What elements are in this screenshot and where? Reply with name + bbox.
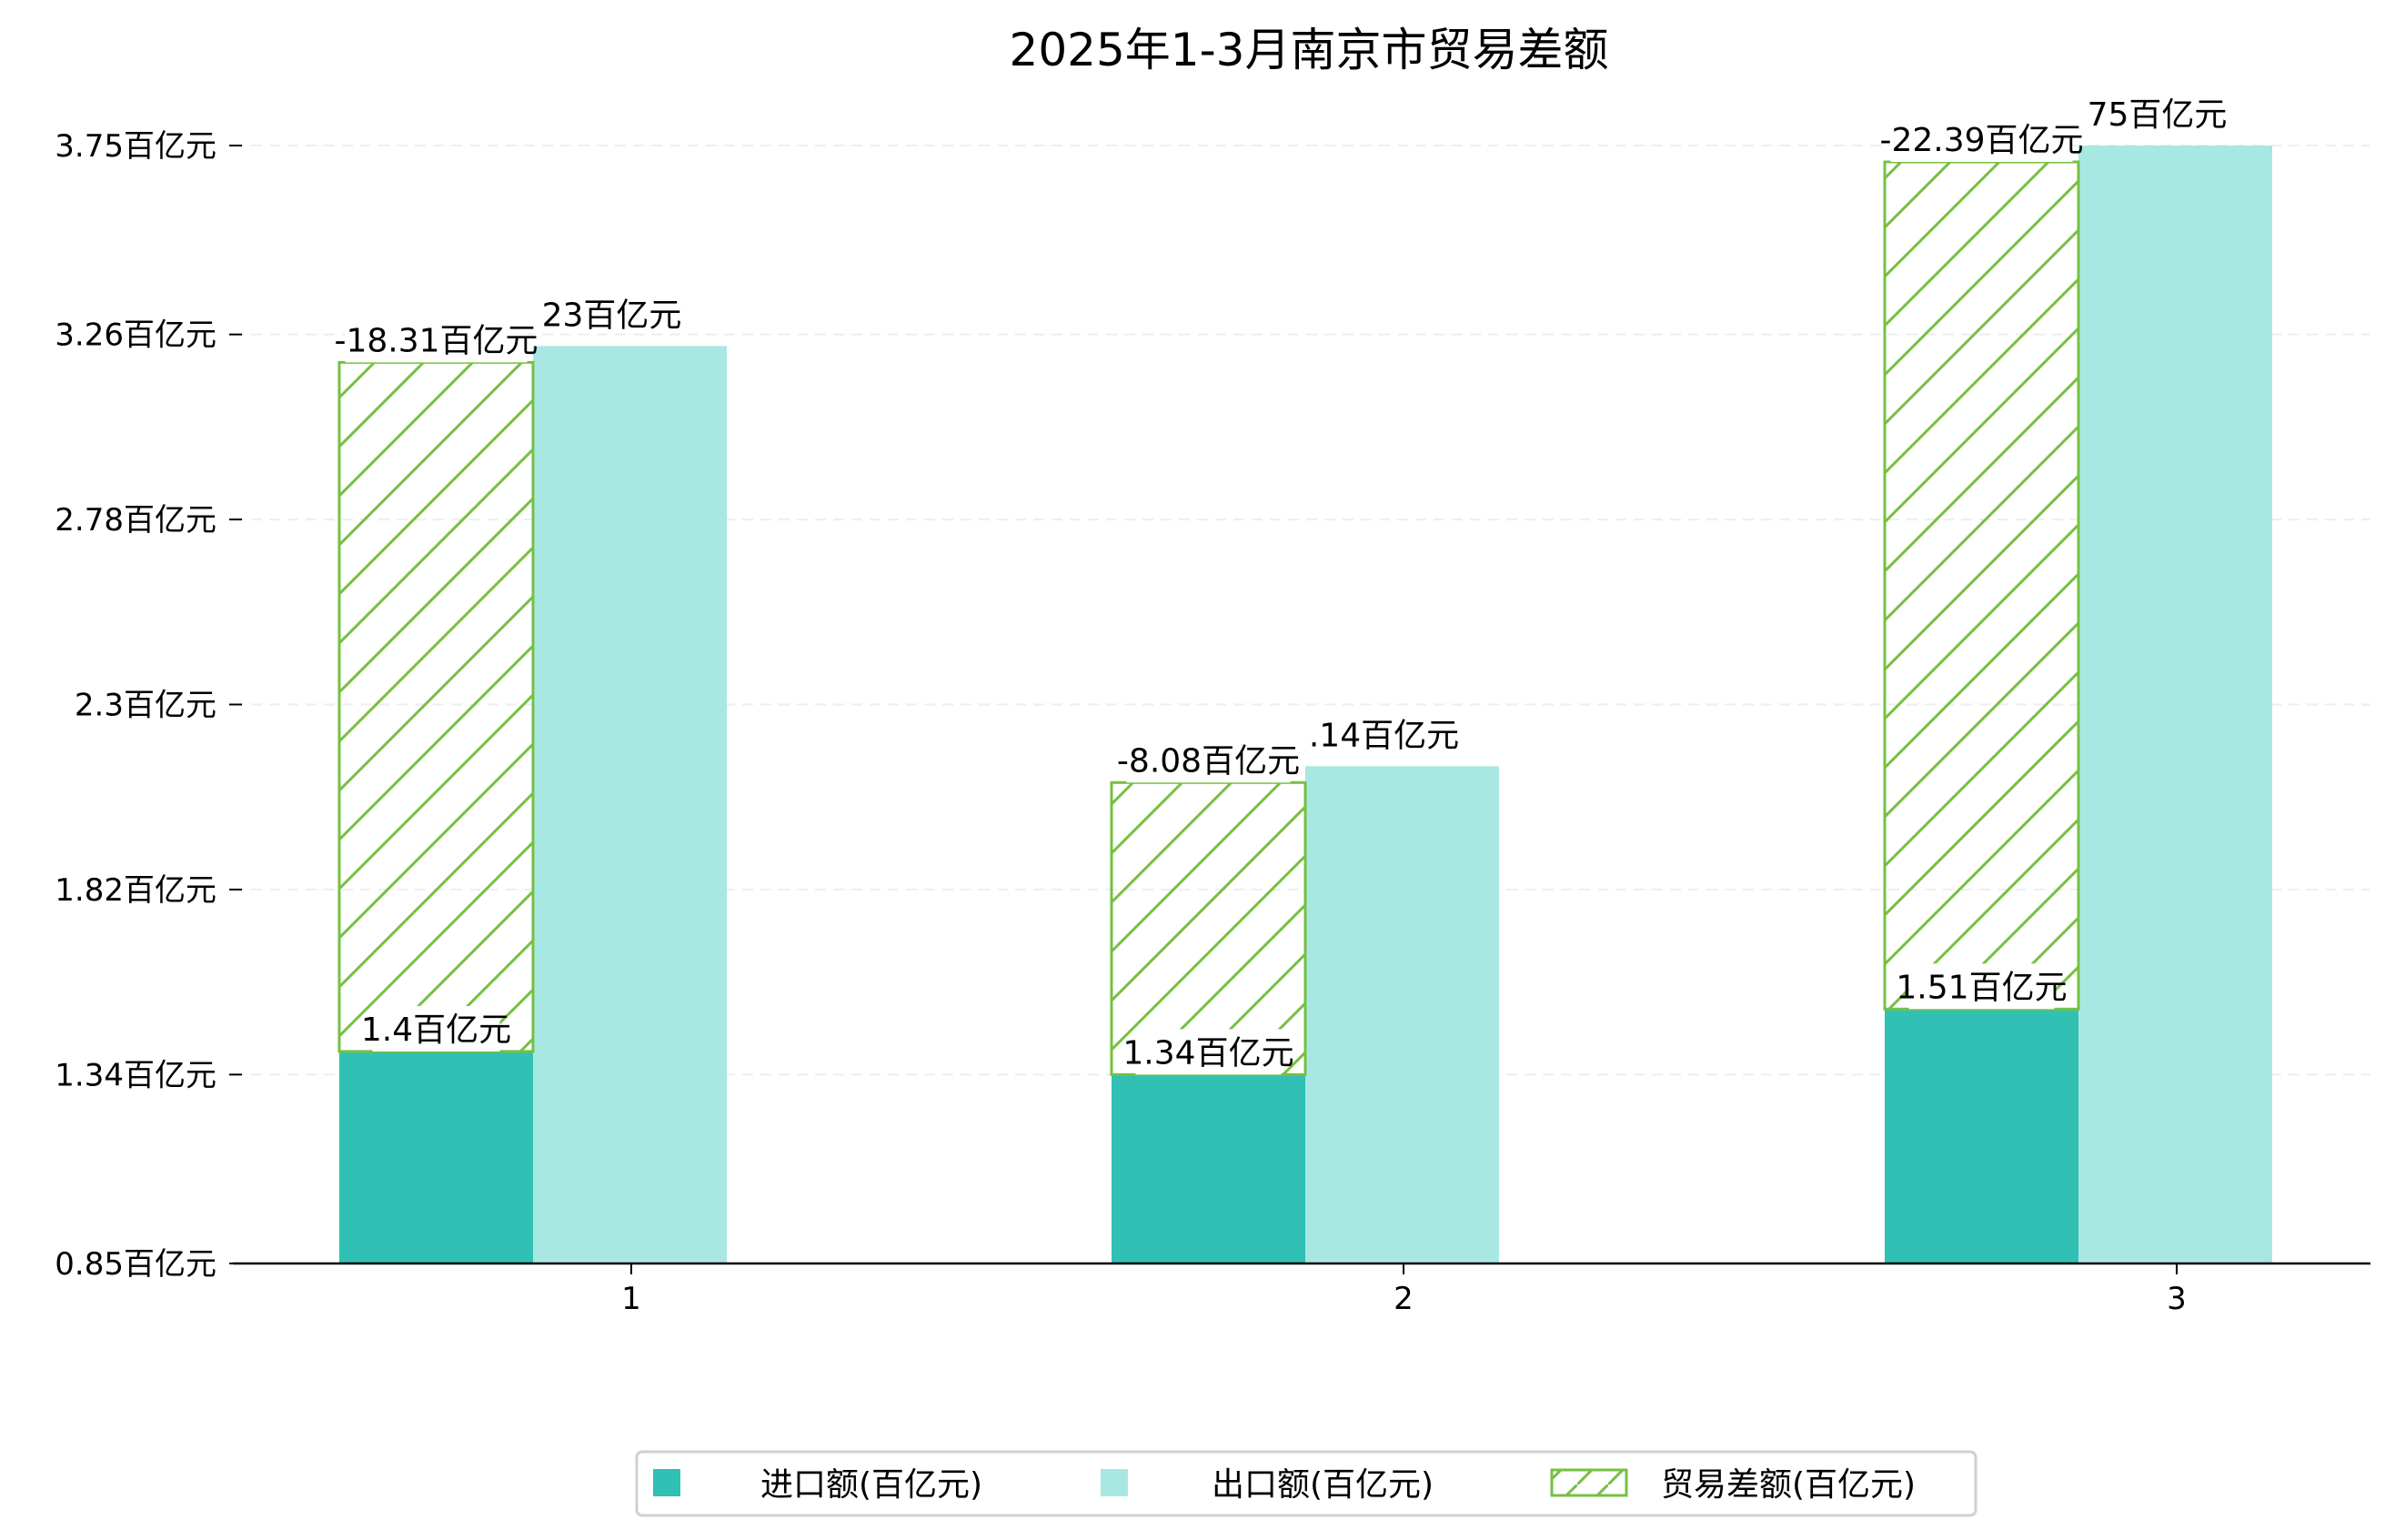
legend-label-export: 出口额(百亿元) — [1212, 1466, 1434, 1504]
legend-swatch-import — [653, 1469, 680, 1496]
label-balance-bg — [1890, 116, 2073, 162]
label-export: 75百亿元 — [2088, 96, 2228, 134]
data-labels: 23百亿元-18.31百亿元 1.4百亿元 .14百亿元-8.08百亿元 1.34百亿… — [334, 96, 2228, 1075]
label-import-bg — [1908, 963, 2055, 1010]
label-import: 1.51百亿元 — [1896, 969, 2067, 1006]
x-axis: 1 2 3 — [621, 1263, 2187, 1317]
bar-balance — [1883, 160, 2080, 1011]
label-import: 1.4百亿元 — [361, 1012, 511, 1049]
bars — [337, 146, 2272, 1263]
legend: 进口额(百亿元) 出口额(百亿元) 贸易差额(百亿元) — [635, 1450, 1977, 1517]
legend-swatch-balance — [1550, 1468, 1628, 1497]
legend-frame — [635, 1450, 1977, 1517]
x-tick-label: 3 — [2167, 1281, 2187, 1317]
legend-label-import: 进口额(百亿元) — [760, 1466, 982, 1504]
bar-import — [1885, 1009, 2078, 1263]
y-axis: 0.85百亿元 1.34百亿元 1.82百亿元 2.3百亿元 2.78百亿元 3.26百亿… — [55, 128, 242, 1283]
y-tick-label: 2.3百亿元 — [75, 688, 216, 724]
label-import: 1.34百亿元 — [1122, 1034, 1293, 1072]
label-balance: -22.39百亿元 — [1879, 122, 2083, 159]
bar-export — [1305, 766, 1499, 1263]
chart-title: 2025年1-3月南京市贸易差额 — [1010, 24, 1609, 76]
y-tick-label: 3.75百亿元 — [55, 128, 216, 165]
legend-label-balance: 贸易差额(百亿元) — [1661, 1466, 1916, 1504]
y-tick-label: 0.85百亿元 — [55, 1246, 216, 1283]
bar-balance — [337, 360, 535, 1053]
bar-export — [533, 346, 727, 1263]
bar-export — [2078, 146, 2272, 1263]
label-export: .14百亿元 — [1309, 717, 1459, 754]
label-import-bg — [372, 1005, 500, 1052]
label-import-bg — [1135, 1029, 1282, 1075]
x-tick-label: 2 — [1394, 1281, 1414, 1317]
x-tick-label: 1 — [621, 1281, 641, 1317]
bar-balance — [1110, 780, 1307, 1076]
label-balance: -8.08百亿元 — [1117, 742, 1300, 780]
y-tick-label: 1.82百亿元 — [55, 872, 216, 909]
label-export: 23百亿元 — [542, 297, 682, 334]
label-balance-bg — [345, 317, 528, 363]
legend-swatch-export — [1101, 1469, 1128, 1496]
label-balance-bg — [1126, 737, 1291, 783]
y-tick-label: 3.26百亿元 — [55, 317, 216, 354]
bar-import — [339, 1051, 533, 1263]
bar-import — [1112, 1074, 1305, 1263]
y-tick-label: 1.34百亿元 — [55, 1057, 216, 1093]
y-tick-label: 2.78百亿元 — [55, 502, 216, 538]
label-balance: -18.31百亿元 — [334, 322, 538, 359]
